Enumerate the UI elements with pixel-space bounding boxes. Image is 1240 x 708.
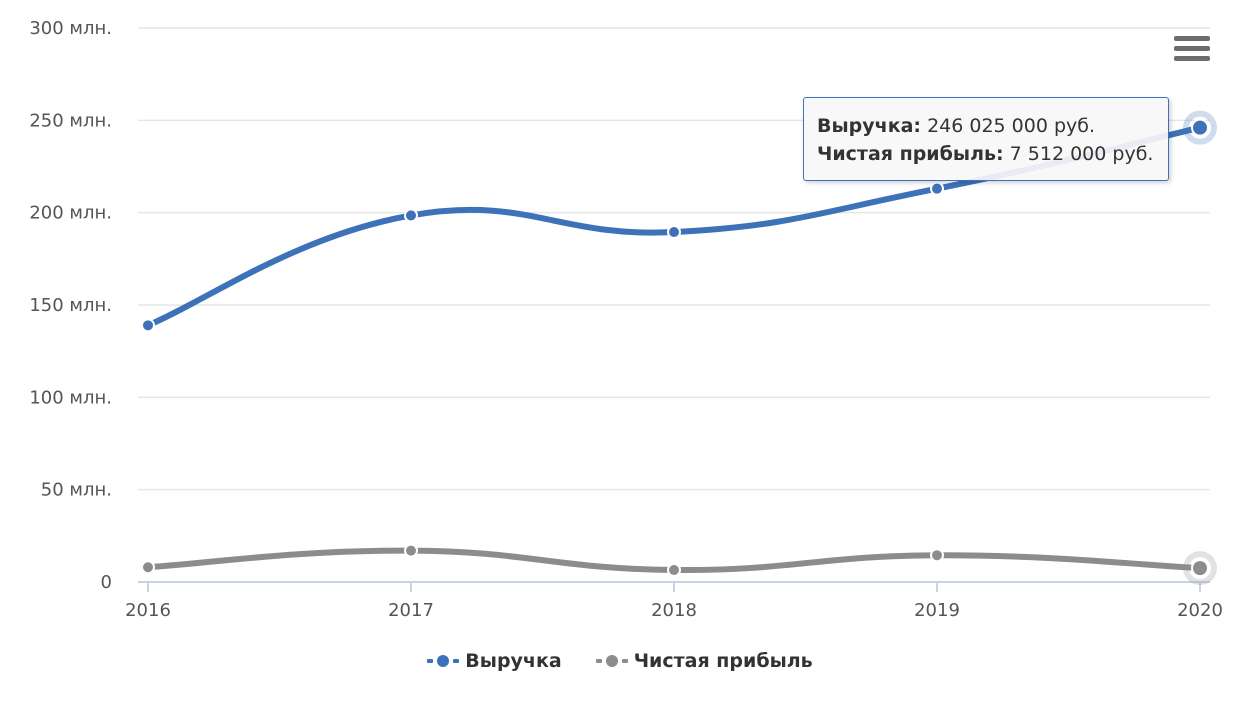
x-tick-label: 2019: [914, 600, 960, 621]
data-point-revenue[interactable]: [930, 181, 944, 196]
data-point-revenue[interactable]: [667, 225, 681, 240]
legend-revenue-label: Выручка: [465, 650, 562, 672]
x-tick-label: 2018: [651, 600, 697, 621]
legend-profit-label: Чистая прибыль: [633, 650, 813, 672]
legend-item-revenue[interactable]: Выручка: [427, 650, 562, 672]
legend-profit-symbol-icon: [595, 654, 628, 668]
x-tick-label: 2016: [125, 600, 171, 621]
y-tick-label: 200 млн.: [29, 203, 112, 224]
tooltip-revenue-label: Выручка:: [817, 115, 922, 137]
data-point-revenue[interactable]: [404, 208, 418, 223]
tooltip: Выручка: 246 025 000 руб. Чистая прибыль…: [803, 97, 1169, 181]
data-point-profit[interactable]: [930, 548, 944, 563]
hamburger-menu-icon[interactable]: [1174, 36, 1210, 66]
y-axis: 0 50 млн. 100 млн. 150 млн. 200 млн. 250 млн.…: [29, 18, 112, 593]
point-halo-profit: [1183, 551, 1217, 586]
tooltip-profit-row: Чистая прибыль: 7 512 000 руб.: [817, 140, 1168, 168]
point-halo-revenue: [1183, 110, 1217, 145]
y-tick-label: 300 млн.: [29, 18, 112, 39]
y-tick-label: 100 млн.: [29, 387, 112, 408]
legend-revenue-symbol-icon: [427, 654, 460, 668]
grid-lines: [138, 27, 1210, 491]
y-tick-label: 50 млн.: [41, 480, 112, 501]
series-points: [141, 110, 1217, 586]
legend-item-profit[interactable]: Чистая прибыль: [595, 650, 813, 672]
tooltip-revenue-row: Выручка: 246 025 000 руб.: [817, 112, 1168, 140]
data-point-profit[interactable]: [141, 560, 155, 575]
x-tick-label: 2017: [388, 600, 434, 621]
tooltip-profit-value: 7 512 000 руб.: [1009, 143, 1154, 165]
x-axis: 2016 2017 2018 2019 2020: [125, 581, 1223, 621]
tooltip-revenue-value: 246 025 000 руб.: [927, 115, 1096, 137]
data-point-revenue[interactable]: [141, 318, 155, 333]
data-point-profit[interactable]: [1191, 559, 1209, 578]
legend: Выручка Чистая прибыль: [0, 650, 1240, 672]
data-point-profit[interactable]: [404, 543, 418, 558]
y-tick-label: 150 млн.: [29, 295, 112, 316]
series-lines: [145, 124, 1203, 574]
data-point-profit[interactable]: [667, 562, 681, 577]
x-tick-label: 2020: [1177, 600, 1223, 621]
tooltip-profit-label: Чистая прибыль:: [817, 143, 1004, 165]
y-tick-label: 0: [101, 572, 112, 593]
y-tick-label: 250 млн.: [29, 110, 112, 131]
data-point-revenue[interactable]: [1191, 118, 1209, 137]
